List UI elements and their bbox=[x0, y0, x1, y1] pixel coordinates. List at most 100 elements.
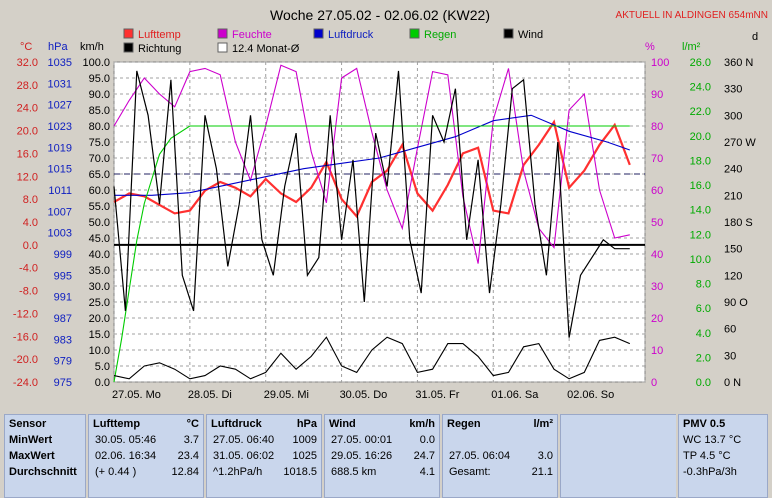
lufttemp-min-value: 3.7 bbox=[183, 434, 199, 446]
temp-tick-label: 12.0 bbox=[17, 171, 38, 183]
lufttemp-trend: (+ 0.44 ) bbox=[95, 466, 137, 478]
pressure-unit-label: hPa bbox=[48, 41, 68, 53]
legend-label: Wind bbox=[518, 29, 543, 41]
pressure-tick-label: 1003 bbox=[48, 228, 72, 240]
wind-tick-label: 65.0 bbox=[89, 169, 110, 181]
direction-tick-label: 360 N bbox=[724, 57, 753, 69]
direction-tick-label: 90 O bbox=[724, 297, 748, 309]
humidity-tick-label: 70 bbox=[651, 153, 663, 165]
lufttemp-unit: °C bbox=[186, 418, 199, 430]
x-tick-label: 27.05. Mo bbox=[112, 389, 161, 401]
direction-tick-label: 120 bbox=[724, 270, 742, 282]
pressure-tick-label: 987 bbox=[54, 313, 72, 325]
rain-tick-label: 14.0 bbox=[690, 205, 711, 217]
x-tick-label: 28.05. Di bbox=[188, 389, 232, 401]
tp-value: TP 4.5 °C bbox=[683, 450, 731, 462]
temp-tick-label: 8.0 bbox=[23, 194, 38, 206]
rain-tick-label: 26.0 bbox=[690, 57, 711, 69]
pressure-tick-label: 1007 bbox=[48, 206, 72, 218]
rain-tick-label: 8.0 bbox=[696, 279, 711, 291]
wind-tick-label: 80.0 bbox=[89, 121, 110, 133]
wind-tick-label: 55.0 bbox=[89, 201, 110, 213]
luftdruck-avg-value: 1018.5 bbox=[283, 466, 317, 478]
lufttemp-header: Lufttemp bbox=[93, 418, 141, 430]
x-tick-label: 01.06. Sa bbox=[491, 389, 539, 401]
luftdruck-unit: hPa bbox=[296, 418, 317, 430]
legend-swatch bbox=[217, 42, 228, 53]
temp-unit-label: °C bbox=[20, 41, 32, 53]
humidity-unit-label: % bbox=[645, 41, 655, 53]
direction-tick-label: 270 W bbox=[724, 137, 756, 149]
wind-tick-label: 30.0 bbox=[89, 281, 110, 293]
humidity-tick-label: 0 bbox=[651, 377, 657, 389]
temp-tick-label: 32.0 bbox=[17, 57, 38, 69]
humidity-tick-label: 30 bbox=[651, 281, 663, 293]
wind-panel: Wind km/h 27.05. 00:01 0.0 29.05. 16:26 24.… bbox=[324, 414, 440, 498]
temp-tick-label: -4.0 bbox=[19, 263, 38, 275]
series-line-regen bbox=[113, 125, 630, 383]
direction-tick-label: 30 bbox=[724, 350, 736, 362]
wind-distance: 688.5 km bbox=[331, 466, 377, 478]
legend-swatch bbox=[313, 28, 324, 39]
sensor-panel: Sensor MinWert MaxWert Durchschnitt bbox=[4, 414, 86, 498]
temp-tick-label: 24.0 bbox=[17, 103, 38, 115]
humidity-tick-label: 50 bbox=[651, 217, 663, 229]
pressure-tick-label: 1019 bbox=[48, 142, 72, 154]
pressure-tick-label: 1027 bbox=[48, 100, 72, 112]
wind-min-value: 0.0 bbox=[419, 434, 435, 446]
pressure-tick-label: 1011 bbox=[48, 185, 72, 197]
direction-tick-label: 330 bbox=[724, 84, 742, 96]
wind-max-time: 29.05. 16:26 bbox=[331, 450, 393, 462]
chart-subtitle: AKTUELL IN ALDINGEN 654mNN bbox=[616, 10, 768, 21]
luftdruck-min-time: 27.05. 06:40 bbox=[213, 434, 275, 446]
humidity-tick-label: 60 bbox=[651, 185, 663, 197]
wind-tick-label: 15.0 bbox=[89, 329, 110, 341]
pressure-tick-label: 1015 bbox=[48, 164, 72, 176]
pressure-tick-label: 983 bbox=[54, 334, 72, 346]
legend-swatch bbox=[123, 42, 134, 53]
lufttemp-max-time: 02.06. 16:34 bbox=[95, 450, 157, 462]
wind-avg-value: 4.1 bbox=[419, 466, 435, 478]
regen-panel: Regen l/m² 27.05. 06:04 3.0 Gesamt: 21.1 bbox=[442, 414, 558, 498]
temp-tick-label: -24.0 bbox=[13, 377, 38, 389]
temp-tick-label: -16.0 bbox=[13, 331, 38, 343]
temp-tick-label: 4.0 bbox=[23, 217, 38, 229]
pmv-header: PMV 0.5 bbox=[683, 418, 726, 430]
regen-total-label: Gesamt: bbox=[449, 466, 491, 478]
lufttemp-max-value: 23.4 bbox=[177, 450, 199, 462]
legend-swatch bbox=[123, 28, 134, 39]
pressure-tick-label: 1031 bbox=[48, 78, 72, 90]
pmv-panel: PMV 0.5 WC 13.7 °C TP 4.5 °C -0.3hPa/3h bbox=[678, 414, 768, 498]
pressure-tick-label: 975 bbox=[54, 377, 72, 389]
rain-tick-label: 22.0 bbox=[690, 106, 711, 118]
temp-tick-label: 0.0 bbox=[23, 240, 38, 252]
series-line-wind bbox=[113, 336, 631, 380]
humidity-tick-label: 20 bbox=[651, 313, 663, 325]
wind-max-value: 24.7 bbox=[413, 450, 435, 462]
wind-tick-label: 50.0 bbox=[89, 217, 110, 229]
regen-max-time: 27.05. 06:04 bbox=[449, 450, 511, 462]
rain-tick-label: 18.0 bbox=[690, 155, 711, 167]
legend-swatch bbox=[503, 28, 514, 39]
wc-value: WC 13.7 °C bbox=[683, 434, 742, 446]
wind-min-time: 27.05. 00:01 bbox=[331, 434, 393, 446]
pressure-tick-label: 991 bbox=[54, 292, 72, 304]
luftdruck-panel: Luftdruck hPa 27.05. 06:40 1009 31.05. 06:… bbox=[206, 414, 322, 498]
x-tick-label: 02.06. So bbox=[567, 389, 614, 401]
rain-tick-label: 12.0 bbox=[690, 229, 711, 241]
humidity-tick-label: 90 bbox=[651, 89, 663, 101]
humidity-tick-label: 40 bbox=[651, 249, 663, 261]
chart-title: Woche 27.05.02 - 02.06.02 (KW22) bbox=[270, 7, 490, 23]
max-label: MaxWert bbox=[9, 450, 55, 462]
humidity-tick-label: 10 bbox=[651, 345, 663, 357]
wind-tick-label: 90.0 bbox=[89, 89, 110, 101]
rain-tick-label: 4.0 bbox=[696, 328, 711, 340]
humidity-tick-label: 80 bbox=[651, 121, 663, 133]
regen-total-value: 21.1 bbox=[531, 466, 553, 478]
regen-unit: l/m² bbox=[533, 418, 553, 430]
series-line-richtung bbox=[113, 70, 630, 338]
rain-unit-label: l/m² bbox=[682, 41, 701, 53]
pressure-trend: -0.3hPa/3h bbox=[683, 466, 737, 478]
legend-label: Lufttemp bbox=[138, 29, 181, 41]
lufttemp-min-time: 30.05. 05:46 bbox=[95, 434, 157, 446]
